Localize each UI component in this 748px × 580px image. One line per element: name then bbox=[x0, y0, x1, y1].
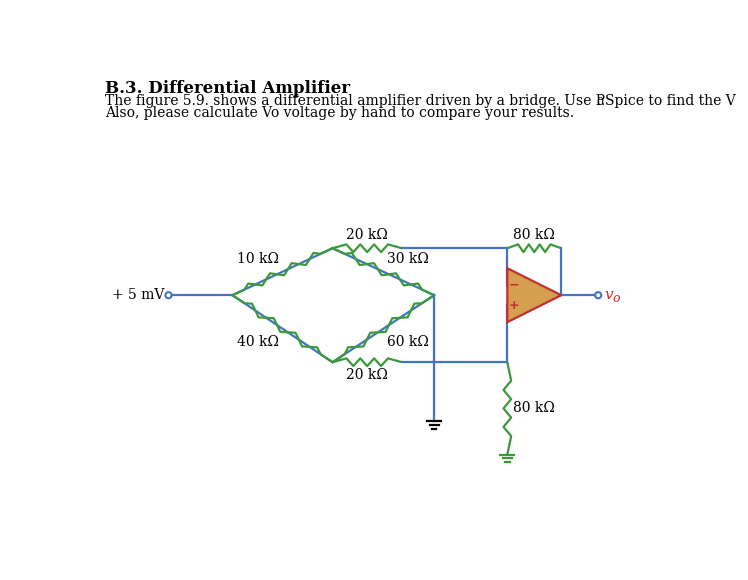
Text: +: + bbox=[509, 299, 520, 312]
Text: Also, please calculate Vo voltage by hand to compare your results.: Also, please calculate Vo voltage by han… bbox=[105, 106, 574, 120]
Text: 30 kΩ: 30 kΩ bbox=[387, 252, 429, 266]
Text: 0: 0 bbox=[596, 96, 603, 107]
Text: 80 kΩ: 80 kΩ bbox=[513, 228, 555, 242]
Text: 20 kΩ: 20 kΩ bbox=[346, 368, 388, 382]
Text: B.3. Differential Amplifier: B.3. Differential Amplifier bbox=[105, 79, 350, 97]
Text: 40 kΩ: 40 kΩ bbox=[237, 335, 279, 349]
Text: 60 kΩ: 60 kΩ bbox=[387, 335, 429, 349]
Text: 10 kΩ: 10 kΩ bbox=[237, 252, 279, 266]
Text: 80 kΩ: 80 kΩ bbox=[513, 401, 555, 415]
Text: v: v bbox=[604, 288, 613, 302]
Text: o: o bbox=[613, 292, 620, 305]
Text: The figure 5.9. shows a differential amplifier driven by a bridge. Use PSpice to: The figure 5.9. shows a differential amp… bbox=[105, 94, 735, 108]
Text: 20 kΩ: 20 kΩ bbox=[346, 228, 388, 242]
Polygon shape bbox=[507, 269, 561, 322]
Text: + 5 mV: + 5 mV bbox=[111, 288, 164, 302]
Text: .: . bbox=[601, 94, 604, 108]
Text: −: − bbox=[509, 278, 520, 292]
